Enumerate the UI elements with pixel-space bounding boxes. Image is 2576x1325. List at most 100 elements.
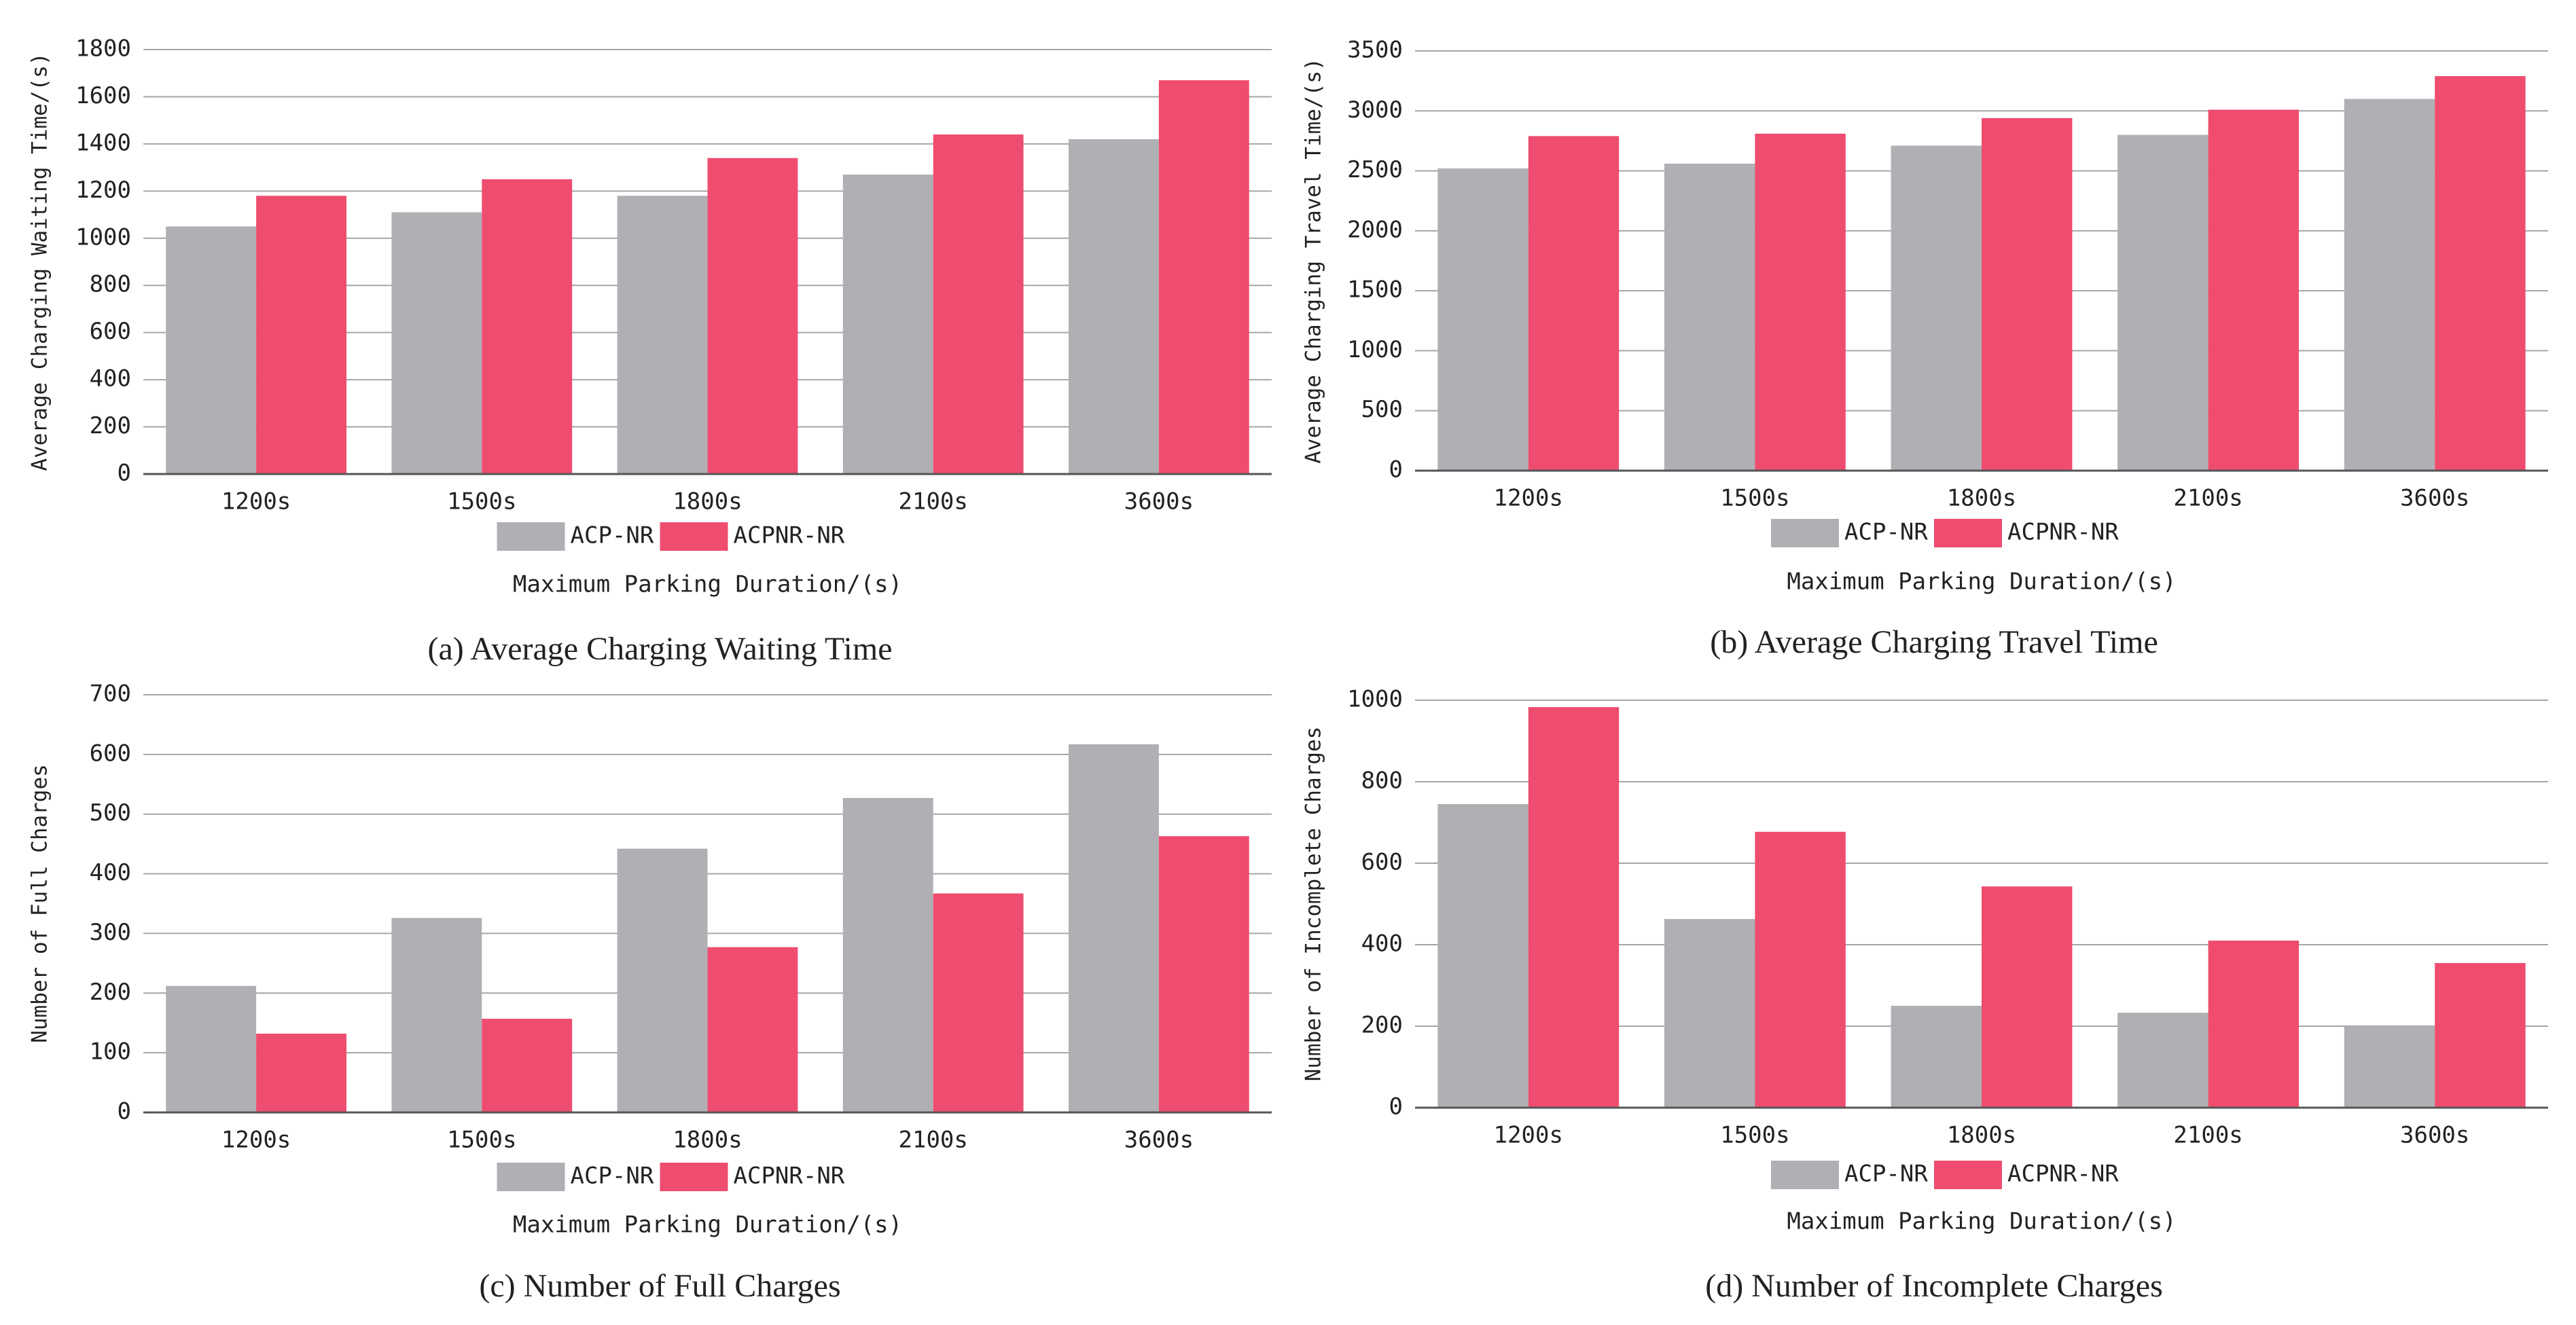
- bar: [391, 212, 482, 474]
- chart-title: (a) Average Charging Waiting Time: [427, 631, 892, 667]
- legend-swatch: [1771, 1161, 1839, 1189]
- y-tick-label: 700: [90, 680, 131, 708]
- bar: [933, 134, 1024, 474]
- bar: [2344, 1026, 2435, 1108]
- bar: [1982, 886, 2073, 1108]
- y-tick-label: 1200: [75, 177, 131, 204]
- y-tick-label: 3500: [1347, 37, 1403, 64]
- y-axis-label: Average Charging Waiting Time/(s): [28, 53, 52, 471]
- y-tick-label: 1000: [75, 223, 131, 251]
- y-tick-label: 100: [90, 1038, 131, 1066]
- x-tick-label: 2100s: [899, 1127, 968, 1154]
- x-tick-label: 1800s: [673, 1127, 742, 1154]
- x-tick-label: 2100s: [2173, 1122, 2242, 1149]
- y-tick-label: 800: [90, 271, 131, 298]
- bar: [1437, 804, 1528, 1108]
- y-tick-label: 200: [1361, 1012, 1403, 1039]
- bar: [256, 1034, 346, 1112]
- y-tick-label: 200: [90, 412, 131, 439]
- legend-label: ACP-NR: [1844, 519, 1928, 546]
- bar: [707, 947, 798, 1112]
- bar: [256, 196, 346, 474]
- legend-swatch: [660, 1163, 728, 1191]
- bar: [2117, 1013, 2208, 1108]
- bar: [166, 985, 257, 1112]
- y-tick-label: 1000: [1347, 336, 1403, 363]
- bar: [617, 196, 708, 474]
- legend-label: ACP-NR: [571, 1163, 654, 1190]
- x-tick-label: 1800s: [673, 488, 742, 515]
- y-tick-label: 1000: [1347, 686, 1403, 713]
- legend-label: ACPNR-NR: [734, 522, 845, 549]
- legend-swatch: [497, 522, 565, 551]
- y-tick-label: 1600: [75, 82, 131, 109]
- bar: [391, 918, 482, 1112]
- y-tick-label: 600: [1361, 849, 1403, 876]
- y-tick-label: 1400: [75, 129, 131, 156]
- x-axis-label: Maximum Parking Duration/(s): [513, 1212, 902, 1239]
- legend-label: ACP-NR: [571, 522, 654, 549]
- bar: [482, 179, 573, 474]
- x-tick-label: 1200s: [1494, 485, 1563, 512]
- y-axis-label: Average Charging Travel Time/(s): [1302, 58, 1326, 463]
- bar: [1664, 163, 1755, 471]
- bar: [1664, 919, 1755, 1108]
- y-tick-label: 0: [118, 1098, 131, 1125]
- chart-title: (c) Number of Full Charges: [479, 1268, 840, 1304]
- y-axis-label: Number of Full Charges: [28, 764, 52, 1043]
- bar: [1069, 139, 1159, 474]
- x-tick-label: 1800s: [1947, 485, 2016, 512]
- y-tick-label: 400: [90, 365, 131, 393]
- legend-label: ACP-NR: [1844, 1161, 1928, 1188]
- x-tick-label: 1500s: [447, 1127, 516, 1154]
- bar: [1891, 145, 1982, 471]
- bar: [2117, 134, 2208, 471]
- bar: [1755, 133, 1846, 471]
- x-tick-label: 1800s: [1947, 1122, 2016, 1149]
- bar: [1891, 1006, 1982, 1108]
- legend-label: ACPNR-NR: [2007, 1161, 2119, 1188]
- bar: [2208, 941, 2300, 1108]
- legend-swatch: [497, 1163, 565, 1191]
- x-axis-label: Maximum Parking Duration/(s): [1787, 568, 2176, 596]
- x-tick-label: 1500s: [1720, 1122, 1789, 1149]
- y-tick-label: 300: [90, 919, 131, 946]
- bar: [1528, 136, 1620, 471]
- y-tick-label: 400: [90, 859, 131, 886]
- x-tick-label: 2100s: [2173, 485, 2242, 512]
- chart-title: (b) Average Charging Travel Time: [1710, 624, 2158, 660]
- bar: [1158, 836, 1249, 1112]
- bar: [1528, 707, 1620, 1108]
- y-tick-label: 1500: [1347, 276, 1403, 304]
- y-tick-label: 0: [1389, 456, 1403, 484]
- bar: [2435, 963, 2526, 1108]
- legend-swatch: [660, 522, 728, 551]
- y-tick-label: 3000: [1347, 96, 1403, 124]
- y-tick-label: 2500: [1347, 156, 1403, 183]
- y-tick-label: 800: [1361, 767, 1403, 795]
- y-axis-label: Number of Incomplete Charges: [1302, 727, 1326, 1082]
- y-tick-label: 0: [118, 460, 131, 487]
- y-tick-label: 600: [90, 318, 131, 345]
- y-tick-label: 0: [1389, 1093, 1403, 1121]
- bar: [166, 226, 257, 474]
- bar: [842, 175, 933, 474]
- bar: [842, 797, 933, 1112]
- y-tick-label: 200: [90, 979, 131, 1006]
- bar: [482, 1019, 573, 1112]
- x-tick-label: 1200s: [221, 1127, 291, 1154]
- legend-label: ACPNR-NR: [2007, 519, 2119, 546]
- x-tick-label: 3600s: [2400, 1122, 2469, 1149]
- x-tick-label: 1200s: [1494, 1122, 1563, 1149]
- bar: [933, 893, 1024, 1112]
- x-tick-label: 2100s: [899, 488, 968, 515]
- x-tick-label: 3600s: [1124, 1127, 1194, 1154]
- x-axis-label: Maximum Parking Duration/(s): [1787, 1208, 2176, 1235]
- x-tick-label: 3600s: [2400, 485, 2469, 512]
- x-axis-label: Maximum Parking Duration/(s): [513, 571, 902, 598]
- y-tick-label: 1800: [75, 35, 131, 62]
- bar: [1158, 80, 1249, 474]
- legend-swatch: [1934, 1161, 2002, 1189]
- x-tick-label: 1200s: [221, 488, 291, 515]
